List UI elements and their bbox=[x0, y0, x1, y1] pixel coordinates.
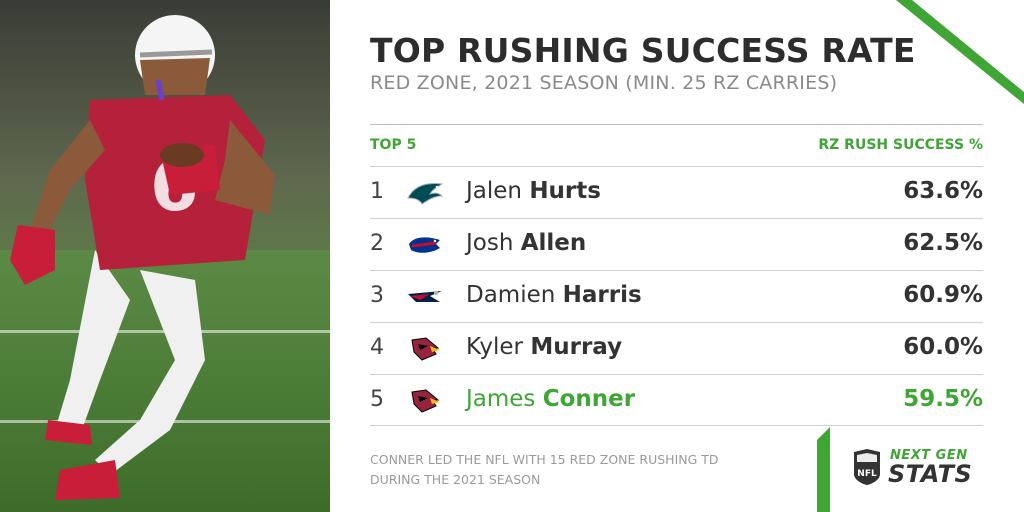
stats-text: STATS bbox=[888, 460, 973, 488]
ranking-table: 1 Jalen Hurts 63.6% 2 Josh Allen 62.5% 3 bbox=[370, 166, 983, 426]
accent-slash-mask bbox=[732, 427, 817, 512]
success-pct: 63.6% bbox=[903, 178, 983, 204]
table-header: TOP 5 RZ RUSH SUCCESS % bbox=[370, 137, 983, 157]
accent-corner-mask bbox=[912, 0, 1024, 92]
player-name: Josh Allen bbox=[466, 230, 587, 256]
next-gen-text: NEXT GEN bbox=[890, 448, 968, 463]
footnote: CONNER LED THE NFL WITH 15 RED ZONE RUSH… bbox=[370, 452, 719, 487]
player-name: Kyler Murray bbox=[466, 334, 623, 360]
table-row: 1 Jalen Hurts 63.6% bbox=[370, 166, 983, 218]
rank: 5 bbox=[370, 387, 384, 412]
header-top5: TOP 5 bbox=[370, 137, 417, 153]
svg-text:NFL: NFL bbox=[857, 469, 877, 479]
rank: 2 bbox=[370, 231, 384, 256]
patriots-logo-icon bbox=[408, 291, 442, 302]
stats-card: TOP RUSHING SUCCESS RATE RED ZONE, 2021 … bbox=[330, 0, 1024, 512]
eagles-logo-icon bbox=[407, 183, 444, 205]
success-pct: 60.9% bbox=[903, 282, 983, 308]
success-pct: 62.5% bbox=[903, 230, 983, 256]
player-name: Jalen Hurts bbox=[466, 178, 601, 204]
table-row: 4 Kyler Murray 60.0% bbox=[370, 322, 983, 374]
page-title: TOP RUSHING SUCCESS RATE bbox=[370, 31, 916, 70]
nfl-shield-icon: NFL bbox=[854, 449, 880, 485]
table-row: 2 Josh Allen 62.5% bbox=[370, 218, 983, 270]
player-photo: 6 bbox=[0, 0, 330, 512]
rank: 1 bbox=[370, 179, 384, 204]
player-illustration: 6 bbox=[10, 15, 275, 500]
success-pct: 60.0% bbox=[903, 334, 983, 360]
cardinals-logo-icon bbox=[411, 389, 440, 413]
bills-logo-icon bbox=[409, 237, 440, 253]
header-metric: RZ RUSH SUCCESS % bbox=[818, 137, 983, 153]
rank: 3 bbox=[370, 283, 384, 308]
divider bbox=[370, 124, 983, 125]
next-gen-stats-logo: NFL NEXT GEN STATS bbox=[852, 446, 992, 490]
cardinals-logo-icon bbox=[411, 337, 440, 361]
rank: 4 bbox=[370, 335, 384, 360]
player-name: James Conner bbox=[466, 386, 636, 412]
success-pct: 59.5% bbox=[903, 386, 983, 412]
page-subtitle: RED ZONE, 2021 SEASON (MIN. 25 RZ CARRIE… bbox=[370, 72, 838, 94]
table-row: 5 James Conner 59.5% bbox=[370, 374, 983, 426]
table-row: 3 Damien Harris 60.9% bbox=[370, 270, 983, 322]
player-name: Damien Harris bbox=[466, 282, 642, 308]
